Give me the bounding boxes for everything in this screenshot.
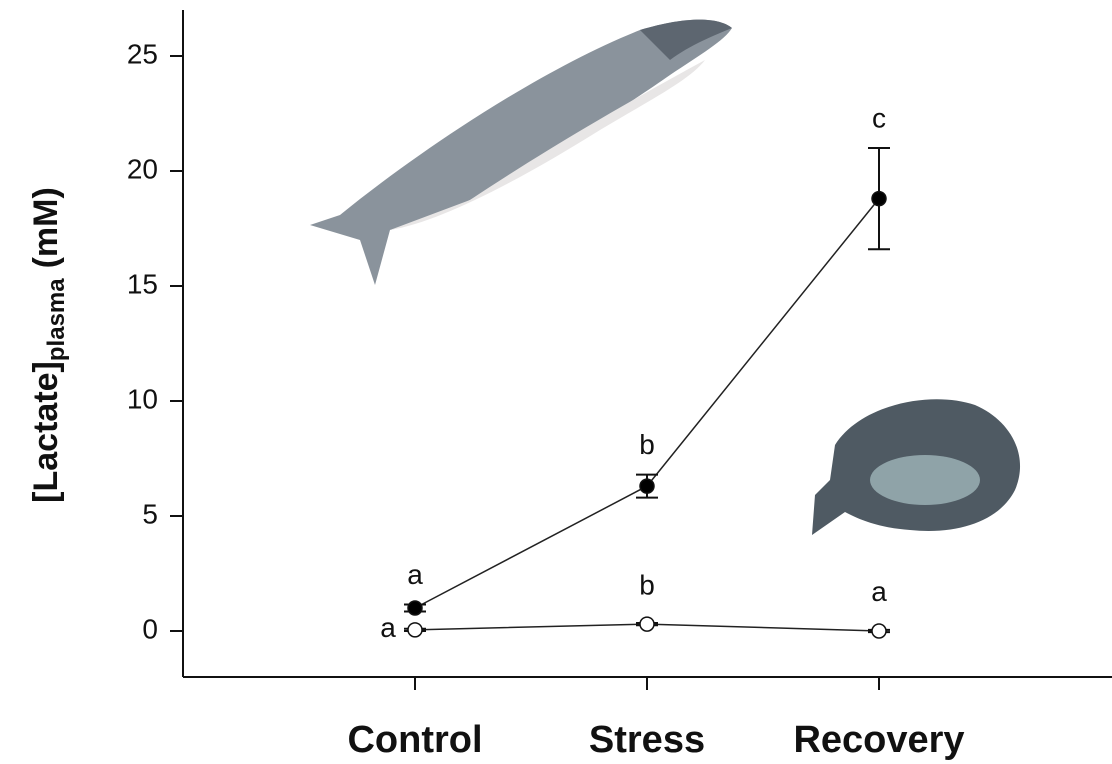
significance-letter: a [407, 559, 423, 590]
data-point [639, 478, 655, 494]
y-axis-label: [Lactate]plasma (mM) [27, 187, 70, 503]
data-point [871, 623, 887, 639]
x-tick-label: Stress [589, 719, 705, 761]
y-tick-label: 0 [142, 613, 158, 644]
x-tick-label: Control [347, 719, 482, 761]
y-label-unit: (mM) [27, 187, 65, 268]
y-tick-label: 20 [127, 153, 158, 184]
y-tick-label: 15 [127, 268, 158, 299]
y-tick-label: 25 [127, 38, 158, 69]
data-point [871, 190, 887, 207]
y-tick-label: 5 [142, 498, 158, 529]
y-label-sub: plasma [43, 278, 70, 361]
x-tick-label: Recovery [793, 719, 964, 761]
series-line [414, 198, 880, 609]
y-tick-label: 10 [127, 383, 158, 414]
data-point [407, 600, 423, 616]
data-point [639, 616, 655, 632]
y-label-main: [Lactate] [27, 361, 65, 503]
significance-letter: c [872, 102, 886, 133]
lumpfish-illustration [812, 399, 1021, 535]
significance-letter: b [639, 569, 655, 600]
significance-letter: b [639, 429, 655, 460]
significance-letter: a [871, 576, 887, 607]
data-point [407, 622, 423, 638]
salmon-illustration [310, 19, 732, 285]
significance-letter: a [380, 612, 396, 643]
